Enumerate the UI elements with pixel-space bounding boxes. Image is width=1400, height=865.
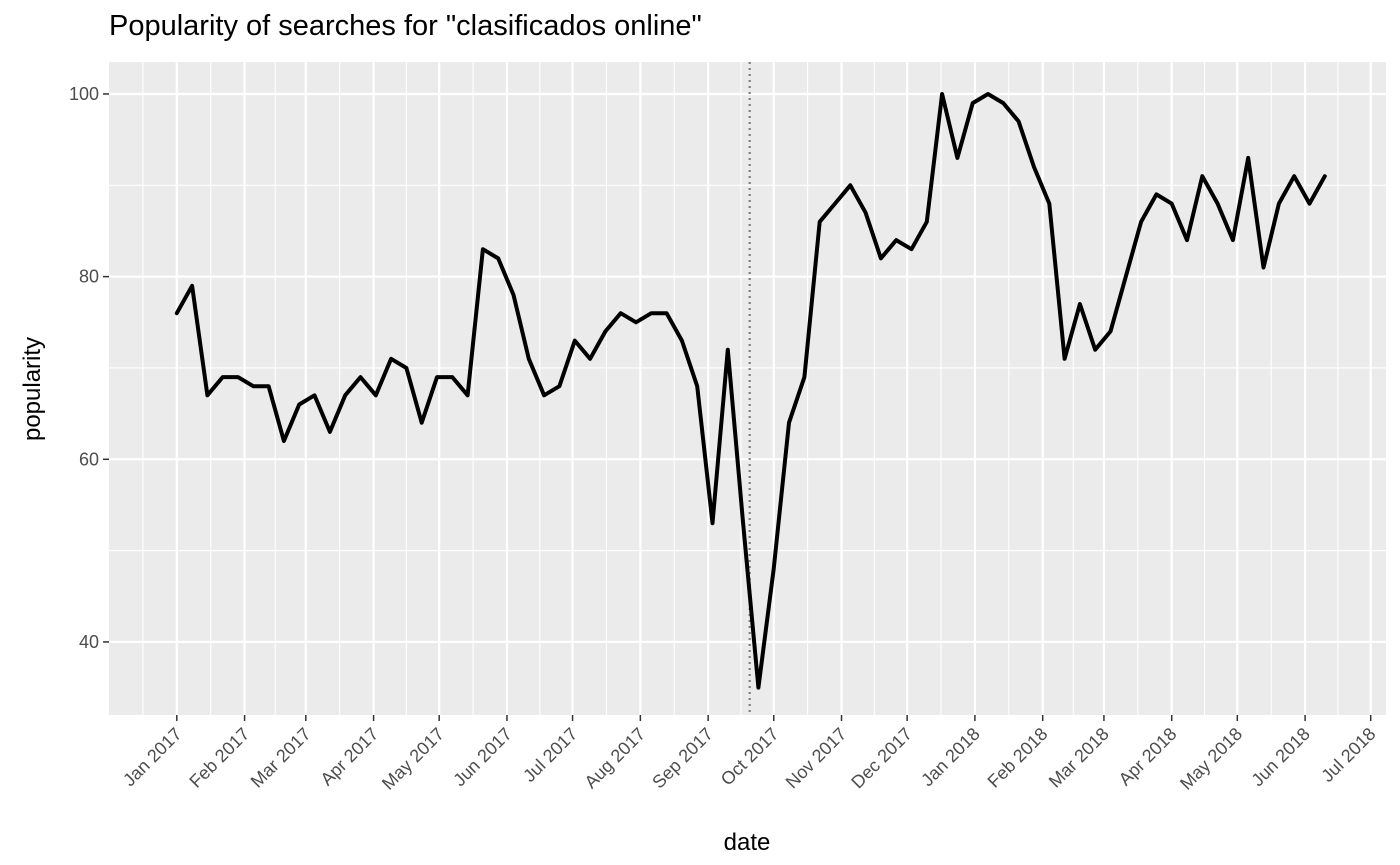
x-tick-label: Jun 2018 [1247,724,1314,791]
x-axis-title: date [724,829,771,856]
y-axis: 40 60 80 100 [69,84,109,652]
x-tick-label: Jun 2017 [449,724,516,791]
y-tick-label: 40 [79,632,99,652]
x-tick-label: Apr 2017 [317,724,383,790]
series-layer [174,92,1327,690]
x-tick-label: Nov 2017 [782,724,851,793]
y-axis-title: popularity [19,337,46,441]
x-tick-label: May 2018 [1176,724,1246,794]
major-gridlines [109,62,1386,715]
x-tick-label: Dec 2017 [847,724,916,793]
x-tick-label: Mar 2018 [1045,724,1113,792]
x-tick-label: Jul 2017 [519,724,581,786]
y-tick-label: 80 [79,267,99,287]
x-tick-label: Feb 2017 [185,724,253,792]
x-tick-label: Sep 2017 [648,724,717,793]
y-tick-label: 100 [69,84,99,104]
x-tick-label: Oct 2017 [717,724,783,790]
series-line [174,92,1327,690]
y-tick-label: 60 [79,449,99,469]
x-tick-label: Jul 2018 [1317,724,1379,786]
chart-title: Popularity of searches for "clasificados… [109,10,702,42]
x-tick-label: Mar 2017 [247,724,315,792]
x-tick-label: Aug 2017 [581,724,650,793]
x-tick-label: Apr 2018 [1115,724,1181,790]
x-tick-label: May 2017 [378,724,448,794]
x-tick-label: Jan 2018 [917,724,984,791]
x-tick-label: Jan 2017 [119,724,186,791]
x-tick-label: Feb 2018 [984,724,1052,792]
plot-panel [109,62,1386,715]
